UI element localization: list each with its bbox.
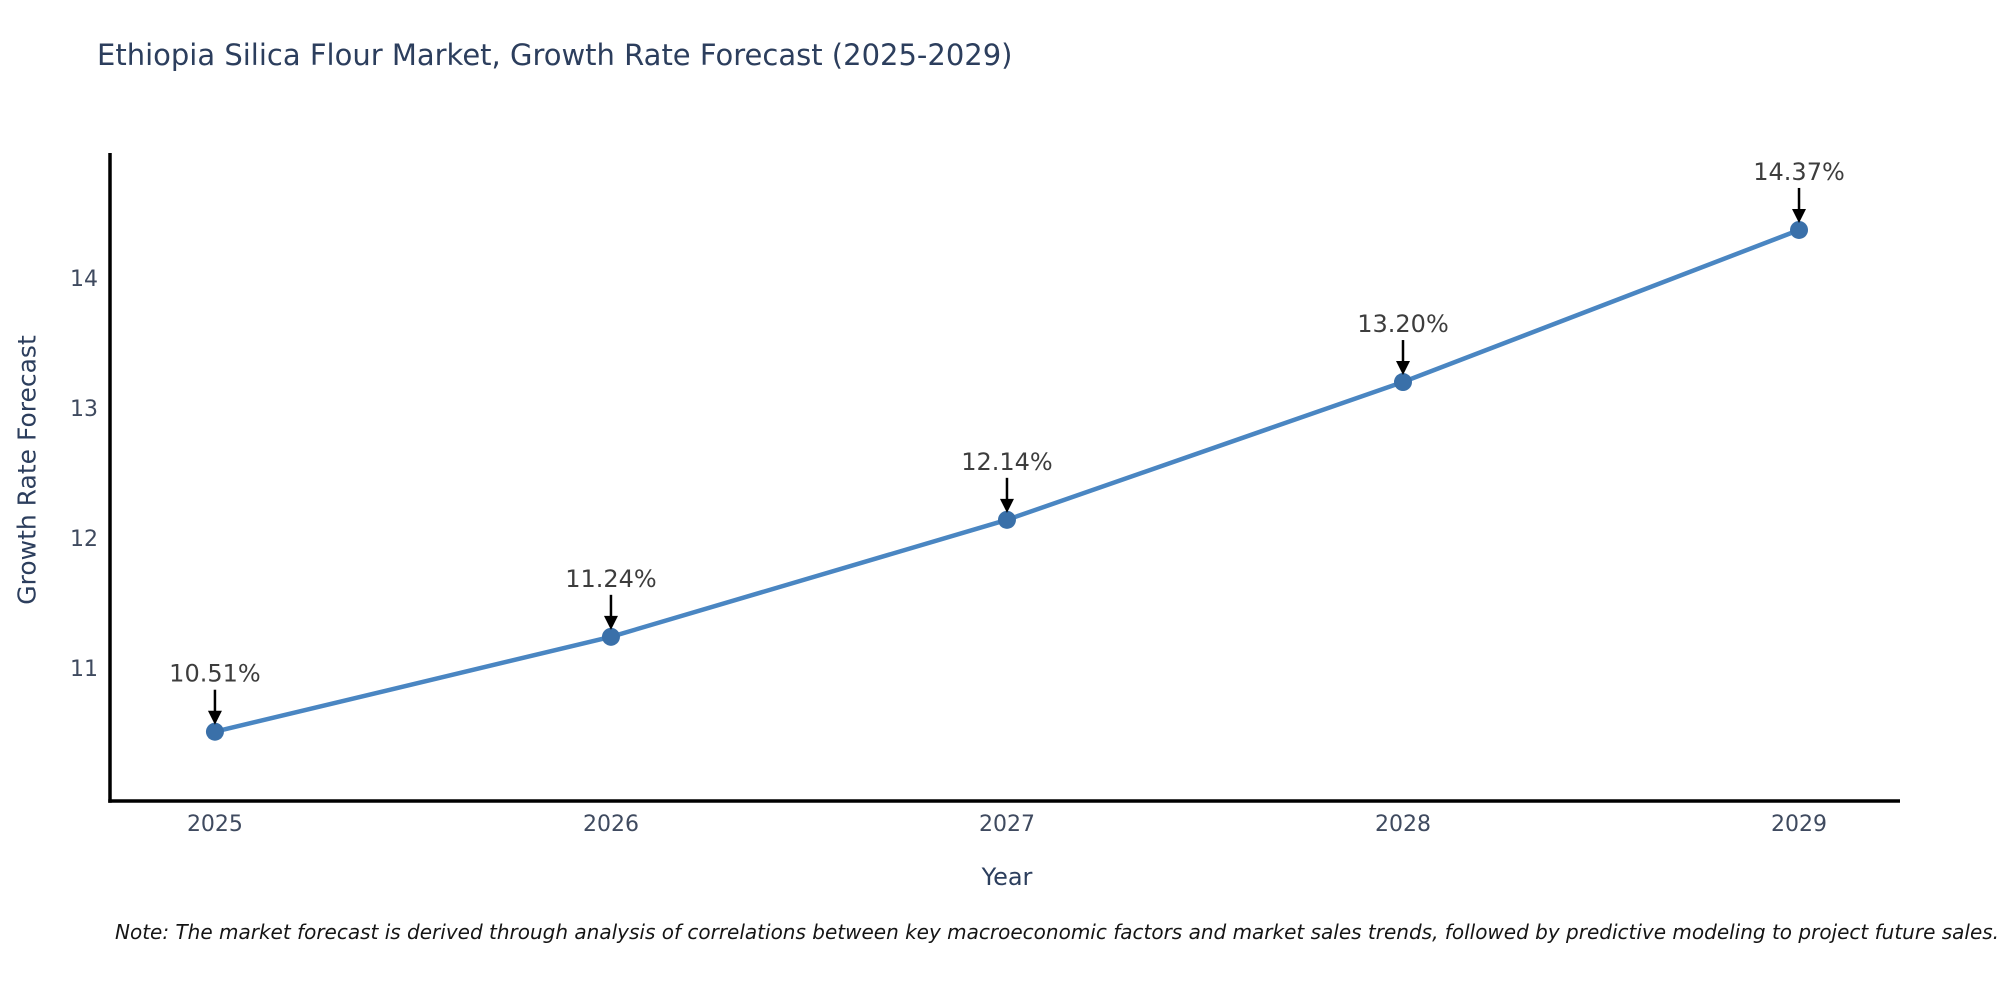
x-axis-title: Year	[981, 863, 1033, 891]
annotation-arrow-head	[207, 710, 222, 725]
x-tick-label: 2025	[187, 812, 243, 837]
annotation-arrow-head	[1792, 208, 1807, 223]
data-point	[601, 627, 620, 646]
y-tick-label: 13	[70, 397, 98, 422]
x-tick-label: 2027	[979, 812, 1035, 837]
data-point-label: 13.20%	[1357, 310, 1449, 338]
annotation-arrow-head	[1395, 361, 1410, 376]
data-point-label: 14.37%	[1753, 158, 1845, 186]
data-point	[1393, 373, 1412, 392]
y-tick-label: 12	[70, 527, 98, 552]
x-tick-label: 2028	[1375, 812, 1431, 837]
x-tick-label: 2026	[583, 812, 639, 837]
chart-footnote: Note: The market forecast is derived thr…	[115, 920, 2000, 944]
y-tick-label: 14	[70, 267, 98, 292]
data-point-label: 11.24%	[565, 565, 657, 593]
data-point-label: 12.14%	[961, 448, 1053, 476]
y-tick-label: 11	[70, 657, 98, 682]
data-point-label: 10.51%	[169, 660, 261, 688]
annotation-arrow-head	[603, 615, 618, 630]
annotation-arrow-head	[999, 498, 1014, 513]
data-point	[205, 722, 224, 741]
chart-title: Ethiopia Silica Flour Market, Growth Rat…	[97, 38, 1013, 72]
x-tick-label: 2029	[1771, 812, 1827, 837]
data-point	[1790, 220, 1809, 239]
data-point	[997, 510, 1016, 529]
